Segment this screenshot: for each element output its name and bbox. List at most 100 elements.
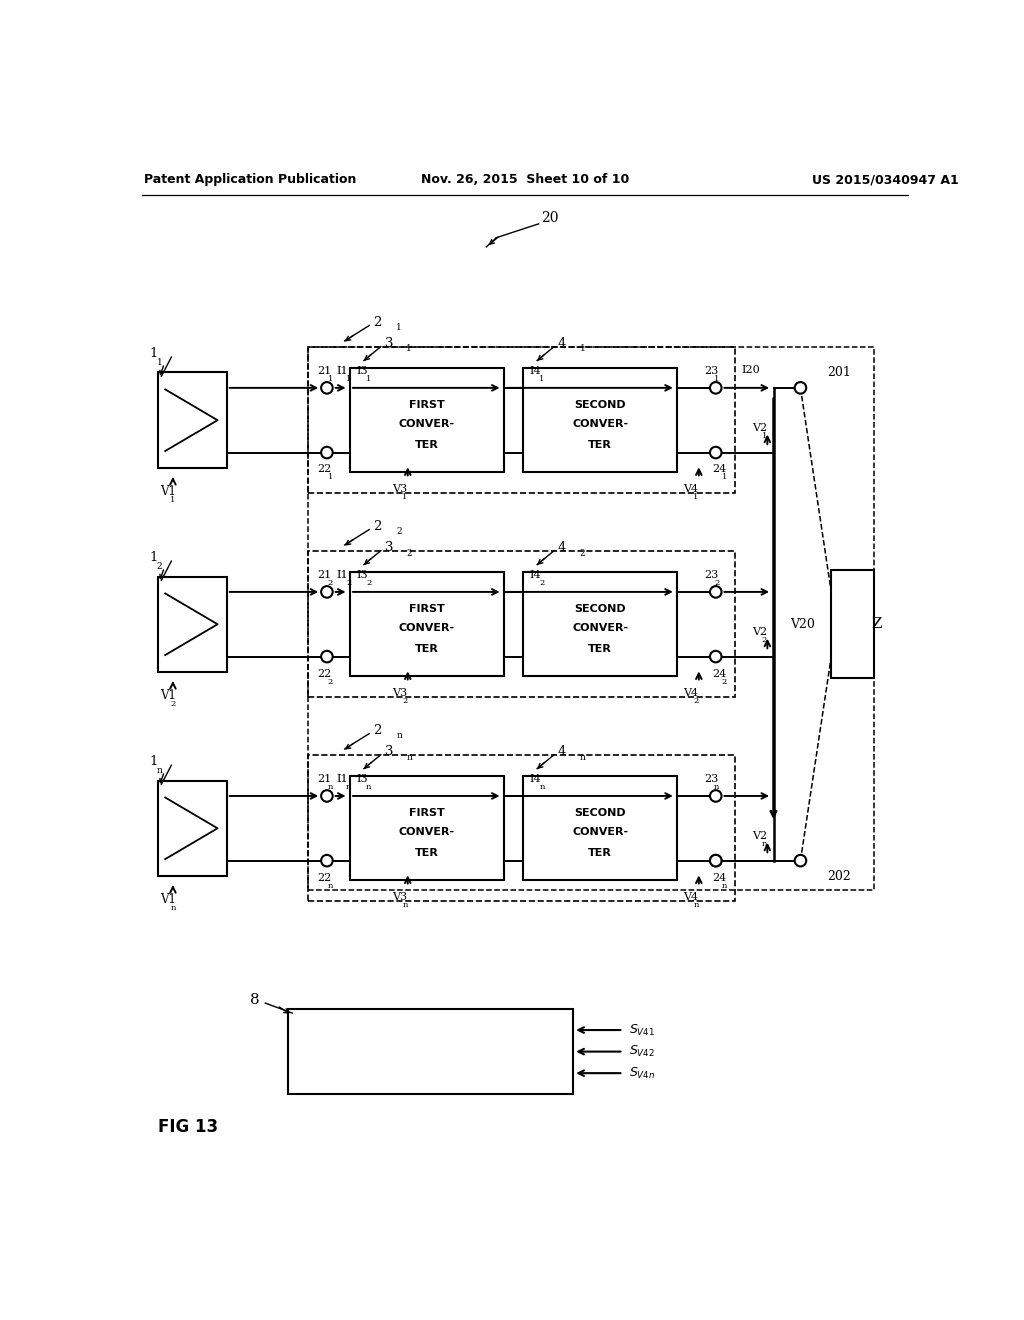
Text: n: n	[367, 783, 372, 791]
Text: n: n	[396, 731, 402, 741]
Text: 1: 1	[714, 375, 720, 383]
Text: n: n	[722, 882, 727, 890]
Text: 202: 202	[827, 870, 851, 883]
Text: 23: 23	[705, 366, 719, 376]
Text: 22: 22	[317, 465, 332, 474]
Text: 1: 1	[346, 375, 351, 383]
Text: I1: I1	[336, 366, 348, 376]
Text: 23: 23	[705, 774, 719, 784]
Text: I4: I4	[529, 366, 541, 376]
Bar	[523, 573, 677, 676]
Text: 3: 3	[385, 746, 393, 758]
Text: V2: V2	[752, 627, 767, 638]
Text: V20: V20	[791, 618, 815, 631]
Text: n: n	[328, 783, 333, 791]
Circle shape	[322, 586, 333, 598]
Bar	[350, 573, 504, 676]
Text: 4: 4	[558, 746, 566, 758]
Bar	[158, 780, 226, 876]
Text: n: n	[407, 752, 412, 762]
Circle shape	[322, 381, 333, 393]
Text: V3: V3	[392, 892, 408, 902]
Text: US 2015/0340947 A1: US 2015/0340947 A1	[812, 173, 958, 186]
Text: TER: TER	[589, 847, 612, 858]
Text: TER: TER	[415, 847, 439, 858]
Text: Nov. 26, 2015  Sheet 10 of 10: Nov. 26, 2015 Sheet 10 of 10	[421, 173, 629, 186]
Text: V4: V4	[683, 484, 698, 494]
Text: I4: I4	[529, 570, 541, 579]
Text: 2: 2	[722, 677, 727, 685]
Text: 2: 2	[346, 579, 351, 587]
Text: 20: 20	[542, 211, 559, 226]
Circle shape	[795, 855, 806, 866]
Text: FIRST: FIRST	[410, 808, 444, 818]
Text: 1: 1	[540, 375, 545, 383]
Text: Patent Application Publication: Patent Application Publication	[144, 173, 356, 186]
Text: FIRST: FIRST	[410, 603, 444, 614]
Text: 2: 2	[762, 636, 767, 644]
Text: n: n	[580, 752, 586, 762]
Text: TER: TER	[589, 644, 612, 653]
Text: 2: 2	[396, 528, 401, 536]
Text: V4: V4	[683, 688, 698, 698]
Text: I1: I1	[336, 774, 348, 784]
Text: 1: 1	[328, 474, 333, 482]
Text: n: n	[693, 902, 698, 909]
Text: 24: 24	[712, 873, 726, 883]
Text: n: n	[328, 882, 333, 890]
Text: 8: 8	[250, 993, 259, 1007]
Text: I3: I3	[356, 774, 368, 784]
Text: 2: 2	[714, 579, 720, 587]
Text: 1: 1	[150, 550, 158, 564]
Text: 2: 2	[157, 562, 162, 572]
Text: $S_{V41}$: $S_{V41}$	[629, 1023, 655, 1038]
Circle shape	[710, 791, 722, 801]
Text: n: n	[762, 840, 767, 847]
Text: 1: 1	[402, 494, 408, 502]
Text: V3: V3	[392, 688, 408, 698]
Text: 2: 2	[373, 723, 382, 737]
Text: 21: 21	[317, 570, 332, 579]
Bar	[350, 368, 504, 473]
Text: 1: 1	[367, 375, 372, 383]
Text: n: n	[170, 904, 176, 912]
Text: 1: 1	[328, 375, 333, 383]
Text: V4: V4	[683, 892, 698, 902]
Text: TER: TER	[415, 440, 439, 450]
Text: 1: 1	[150, 347, 158, 360]
Text: FIG 13: FIG 13	[158, 1118, 218, 1137]
Text: CONVER-: CONVER-	[572, 418, 629, 429]
Bar	[307, 347, 735, 494]
Bar	[523, 368, 677, 473]
Circle shape	[710, 855, 722, 866]
Text: 4: 4	[558, 337, 566, 350]
Text: CONVER-: CONVER-	[399, 828, 455, 837]
Text: CONVER-: CONVER-	[572, 623, 629, 634]
Circle shape	[322, 651, 333, 663]
Bar	[158, 577, 226, 672]
Text: 2: 2	[693, 697, 698, 705]
Circle shape	[710, 446, 722, 458]
Circle shape	[322, 855, 333, 866]
Bar	[350, 776, 504, 880]
Text: 23: 23	[705, 570, 719, 579]
Text: I1: I1	[336, 570, 348, 579]
Circle shape	[710, 586, 722, 598]
Text: 1: 1	[693, 494, 698, 502]
Text: 1: 1	[150, 755, 158, 768]
Circle shape	[322, 791, 333, 801]
Text: 1: 1	[157, 358, 163, 367]
Text: I3: I3	[356, 570, 368, 579]
Text: Z: Z	[871, 618, 883, 631]
Text: 2: 2	[328, 677, 333, 685]
Bar	[523, 776, 677, 880]
Text: V3: V3	[392, 484, 408, 494]
Text: 1: 1	[762, 432, 767, 440]
Text: 24: 24	[712, 465, 726, 474]
Text: 1: 1	[722, 474, 727, 482]
Bar	[307, 552, 735, 697]
Text: TER: TER	[589, 440, 612, 450]
Bar	[831, 570, 873, 678]
Text: 21: 21	[317, 366, 332, 376]
Text: 201: 201	[827, 366, 851, 379]
